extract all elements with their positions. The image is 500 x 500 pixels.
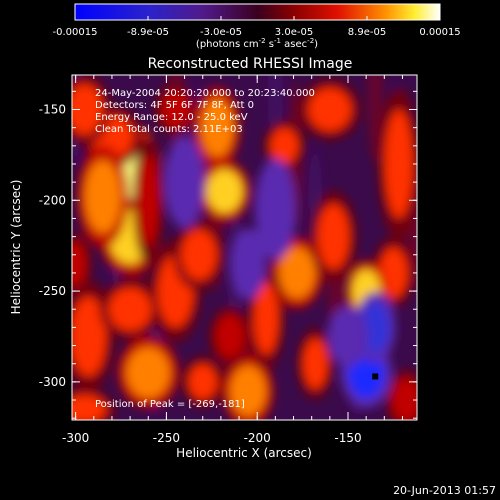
info-line: Energy Range: 12.0 - 25.0 keV [95,112,248,123]
emission-source [308,87,352,132]
emission-source [229,365,267,417]
x-tick-label: -300 [62,431,89,445]
emission-source [253,282,279,355]
emission-source [302,338,329,390]
emission-source [317,203,350,270]
colorbar-tick-label: -0.00015 [53,27,98,38]
emission-source [108,287,152,332]
colorbar-units-label: (photons cm-2 s-1 asec-2) [196,37,318,50]
colorbar-tick-label: 8.9e-05 [348,27,386,38]
emission-source [72,242,87,286]
y-axis: -150 -200 -250 -300 [39,90,417,419]
y-tick-label: -150 [39,103,66,117]
info-line: Detectors: 4F 5F 6F 7F 8F, Att 0 [95,100,254,111]
y-axis-label: Heliocentric Y (arcsec) [9,180,23,315]
info-line: Clean Total counts: 2.11E+03 [95,124,243,135]
emission-source [160,91,191,128]
peak-dark-marker [372,373,379,380]
negative-region [333,314,363,359]
info-line: 24-May-2004 20:20:20.000 to 20:23:40.000 [95,88,315,99]
plot-frame [71,74,418,421]
x-tick-label: -200 [244,431,271,445]
y-tick-label: -200 [39,193,66,207]
colorbar-tick-label: -8.9e-05 [127,27,169,38]
colorbar-tick-label: 3.0e-05 [275,27,313,38]
x-tick-label: -250 [153,431,180,445]
x-axis-label: Heliocentric X (arcsec) [176,446,312,460]
colorbar-ticks [74,16,441,20]
emission-source [200,98,234,157]
emission-source [72,84,103,135]
colorbar-tick-label: 0.00015 [419,27,460,38]
background-stripe [367,75,383,164]
y-tick-label: -250 [39,284,66,298]
emission-source [215,314,245,359]
chart-title: Reconstructed RHESSI Image [148,56,353,72]
emission-source [180,229,218,281]
negative-region [170,149,200,215]
emission-source [279,247,316,299]
emission-source [137,154,160,246]
emission-source [126,347,171,399]
emission-source [84,160,122,233]
emission-source [391,378,417,420]
peak-position-text: Position of Peak = [-269,-181] [95,399,245,410]
emission-source [206,169,243,213]
emission-source [72,296,107,377]
emission-source [384,109,414,219]
negative-region [235,238,261,290]
colorbar-tick-labels: -0.00015 -8.9e-05 -3.0e-05 3.0e-05 8.9e-05 0.… [53,27,461,38]
emission-source [72,394,107,420]
colorbar-tick-label: -3.0e-05 [200,27,242,38]
colorbar [74,3,441,21]
observation-info: 24-May-2004 20:20:20.000 to 20:23:40.000… [95,88,315,135]
image-intensity-map [72,75,417,420]
y-tick-label: -300 [39,375,66,389]
x-tick-label: -150 [334,431,361,445]
footer-timestamp: 20-Jun-2013 01:57 [393,484,496,497]
x-axis: -300 -250 -200 -150 [62,75,403,445]
emission-source [269,127,299,164]
peak-marker [372,373,379,380]
emission-source [188,363,218,401]
negative-region [260,173,290,246]
